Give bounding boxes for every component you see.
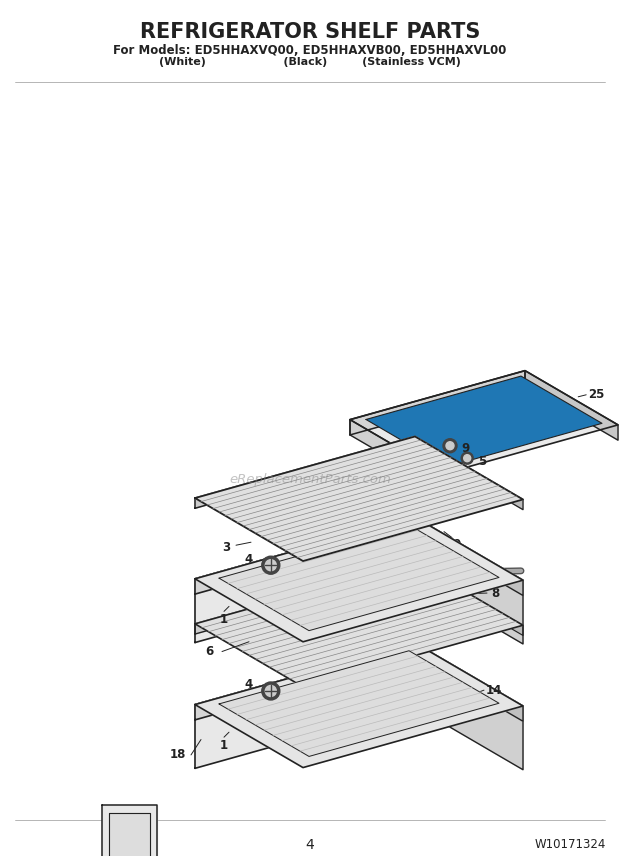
Polygon shape: [350, 371, 525, 435]
Text: 4: 4: [245, 679, 253, 692]
Polygon shape: [195, 562, 415, 634]
Polygon shape: [415, 643, 523, 722]
Circle shape: [461, 452, 473, 464]
Text: 6: 6: [205, 645, 213, 658]
Text: REFRIGERATOR SHELF PARTS: REFRIGERATOR SHELF PARTS: [140, 22, 480, 42]
Circle shape: [443, 439, 457, 453]
Polygon shape: [195, 643, 523, 768]
Text: 4: 4: [245, 553, 253, 566]
Polygon shape: [219, 651, 499, 757]
Polygon shape: [195, 643, 415, 720]
Text: 4: 4: [306, 838, 314, 852]
Polygon shape: [102, 805, 157, 856]
Polygon shape: [415, 517, 523, 644]
Polygon shape: [219, 525, 499, 631]
Text: 10: 10: [446, 538, 462, 551]
Polygon shape: [366, 376, 602, 467]
Text: 11: 11: [395, 544, 411, 556]
Circle shape: [265, 560, 277, 571]
Circle shape: [262, 556, 280, 574]
Polygon shape: [525, 371, 618, 440]
Text: 13: 13: [418, 584, 434, 597]
Polygon shape: [195, 517, 523, 642]
Polygon shape: [320, 559, 380, 583]
Polygon shape: [415, 562, 523, 635]
Text: 1: 1: [220, 613, 228, 626]
Polygon shape: [415, 517, 523, 596]
Text: 14: 14: [486, 684, 502, 697]
Polygon shape: [415, 643, 523, 770]
Polygon shape: [320, 559, 389, 581]
Text: (White)                    (Black)         (Stainless VCM): (White) (Black) (Stainless VCM): [159, 57, 461, 67]
Polygon shape: [195, 437, 523, 561]
Polygon shape: [195, 517, 415, 643]
Polygon shape: [195, 437, 415, 508]
Polygon shape: [195, 643, 415, 769]
Polygon shape: [109, 813, 150, 856]
Text: 7: 7: [288, 483, 296, 496]
Text: W10171324: W10171324: [534, 838, 606, 851]
Polygon shape: [350, 419, 443, 489]
Polygon shape: [195, 517, 415, 594]
Text: 9: 9: [461, 443, 469, 455]
Text: 5: 5: [478, 455, 486, 467]
Polygon shape: [350, 371, 618, 474]
Text: 18: 18: [170, 748, 186, 762]
Text: 25: 25: [588, 389, 604, 401]
Text: 12: 12: [395, 558, 411, 572]
Polygon shape: [195, 562, 523, 687]
Text: 8: 8: [491, 586, 499, 599]
Text: For Models: ED5HHAXVQ00, ED5HHAXVB00, ED5HHAXVL00: For Models: ED5HHAXVQ00, ED5HHAXVB00, ED…: [113, 44, 507, 57]
Text: eReplacementParts.com: eReplacementParts.com: [229, 473, 391, 486]
Text: 1: 1: [220, 739, 228, 752]
Text: 3: 3: [222, 541, 230, 554]
Circle shape: [262, 682, 280, 700]
Circle shape: [464, 455, 471, 461]
Circle shape: [446, 442, 454, 449]
Circle shape: [265, 686, 277, 697]
Polygon shape: [415, 437, 523, 509]
